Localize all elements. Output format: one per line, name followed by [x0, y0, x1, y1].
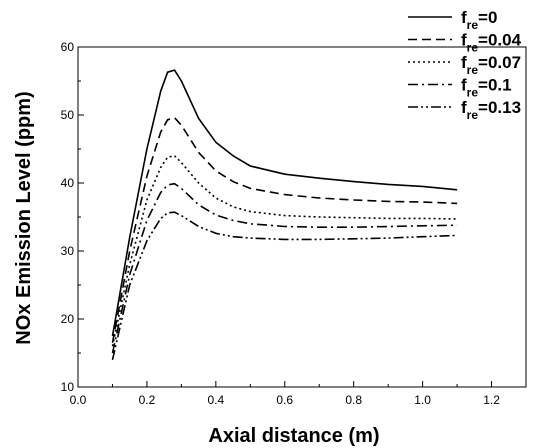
legend-label-value: =0.13: [478, 98, 521, 117]
plot-area: [77, 46, 527, 388]
x-tick-label: 1.0: [414, 393, 431, 407]
y-axis: 10 20 30 40 50 60: [61, 40, 84, 394]
series-line-1: [111, 116, 458, 343]
y-tick-label: 50: [61, 108, 75, 122]
legend-label-subscript: re: [467, 63, 479, 77]
x-tick-label: 0.4: [208, 393, 225, 407]
legend-label-subscript: re: [467, 108, 479, 122]
x-tick-label: 0.6: [276, 393, 293, 407]
legend-label-subscript: re: [467, 41, 479, 55]
y-tick-label: 40: [61, 176, 75, 190]
x-tick-label: 0.2: [139, 393, 156, 407]
y-tick-label: 10: [61, 380, 75, 394]
legend-label: fre=0.13: [461, 98, 521, 122]
series-line-0: [111, 69, 458, 337]
legend-label: fre=0: [461, 8, 497, 32]
x-axis-title: Axial distance (m): [208, 425, 379, 447]
legend-label: fre=0.07: [461, 53, 521, 77]
legend-label-main: f: [461, 53, 467, 72]
legend-label-value: =0.1: [478, 76, 512, 95]
legend-label: fre=0.1: [461, 76, 512, 100]
x-tick-label: 0.8: [345, 393, 362, 407]
legend-label-value: =0.07: [478, 53, 521, 72]
legend-label-subscript: re: [467, 18, 479, 32]
legend-label-main: f: [461, 31, 467, 50]
legend-label-main: f: [461, 98, 467, 117]
y-axis-title: NOx Emission Level (ppm): [13, 91, 35, 344]
series-line-2: [111, 155, 458, 347]
legend-label-value: =0.04: [478, 31, 522, 50]
legend-label-main: f: [461, 8, 467, 27]
series-line-3: [111, 182, 458, 354]
x-axis: 0.0 0.2 0.4 0.6 0.8 1.0 1.2: [70, 381, 527, 407]
legend-label-value: =0: [478, 8, 497, 27]
y-tick-label: 60: [61, 40, 75, 54]
legend-label-main: f: [461, 76, 467, 95]
plot-frame: [77, 46, 527, 388]
y-tick-label: 30: [61, 244, 75, 258]
series-line-4: [111, 211, 458, 360]
y-tick-label: 20: [61, 312, 75, 326]
x-tick-label: 1.2: [483, 393, 500, 407]
series-lines: [111, 69, 458, 360]
legend-label: fre=0.04: [461, 31, 522, 55]
x-tick-label: 0.0: [70, 393, 87, 407]
legend-label-subscript: re: [467, 86, 479, 100]
